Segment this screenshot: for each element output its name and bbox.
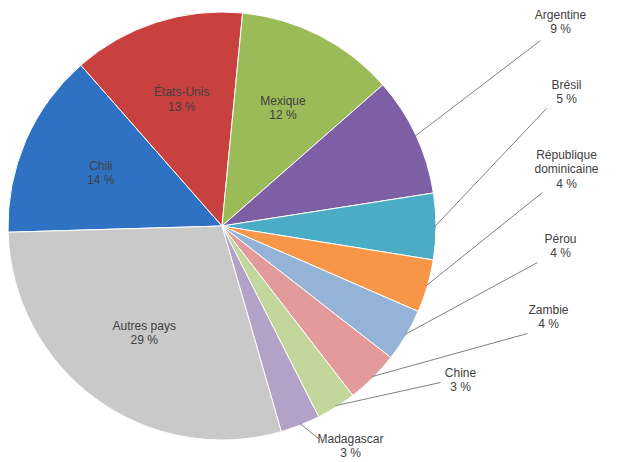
svg-text:Argentine9 %: Argentine9 % — [535, 8, 587, 36]
svg-text:Républiquedominicaine4 %: Républiquedominicaine4 % — [534, 148, 598, 191]
svg-text:Pérou4 %: Pérou4 % — [544, 232, 576, 260]
svg-text:États-Unis13 %: États-Unis13 % — [154, 84, 209, 113]
svg-text:Autres pays29 %: Autres pays29 % — [113, 319, 176, 347]
svg-text:Zambie4 %: Zambie4 % — [528, 303, 568, 331]
svg-text:Brésil5 %: Brésil5 % — [551, 78, 581, 106]
svg-text:Madagascar3 %: Madagascar3 % — [317, 432, 383, 460]
svg-text:Mexique12 %: Mexique12 % — [260, 94, 306, 122]
svg-text:Chili14 %: Chili14 % — [87, 159, 115, 187]
svg-text:Chine3 %: Chine3 % — [445, 366, 477, 394]
